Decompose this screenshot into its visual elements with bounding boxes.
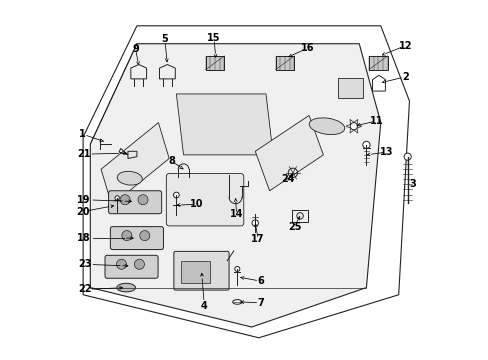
Ellipse shape [117, 171, 142, 185]
Text: 21: 21 [77, 149, 90, 159]
Circle shape [140, 230, 149, 240]
Ellipse shape [308, 118, 344, 135]
Polygon shape [101, 123, 169, 205]
Text: 19: 19 [77, 195, 90, 205]
Ellipse shape [117, 283, 135, 292]
Text: 25: 25 [287, 222, 301, 231]
FancyBboxPatch shape [166, 174, 244, 226]
Bar [337, 78, 362, 98]
Circle shape [134, 259, 144, 269]
Circle shape [403, 153, 410, 160]
Text: 14: 14 [229, 209, 243, 219]
Text: 16: 16 [301, 43, 314, 53]
Circle shape [362, 141, 369, 148]
Circle shape [234, 266, 239, 271]
Text: 9: 9 [132, 44, 139, 54]
Text: 15: 15 [207, 33, 220, 43]
Text: 24: 24 [280, 174, 294, 184]
Text: 17: 17 [251, 234, 264, 244]
Text: 12: 12 [398, 41, 412, 50]
Text: 8: 8 [168, 156, 175, 166]
Bar [180, 261, 210, 283]
FancyBboxPatch shape [174, 251, 228, 290]
Circle shape [120, 195, 130, 205]
Circle shape [251, 220, 258, 226]
Text: 7: 7 [257, 298, 264, 308]
Text: 6: 6 [257, 276, 264, 286]
Circle shape [173, 192, 179, 198]
Polygon shape [255, 116, 323, 191]
Text: 13: 13 [379, 147, 393, 157]
Text: 10: 10 [190, 199, 203, 210]
Bar [368, 56, 387, 69]
Text: 3: 3 [409, 179, 416, 189]
Circle shape [349, 123, 357, 130]
Text: 11: 11 [370, 116, 383, 126]
Polygon shape [90, 44, 380, 327]
Text: 4: 4 [201, 301, 207, 311]
Polygon shape [176, 94, 273, 155]
Bar [205, 56, 224, 69]
Text: 5: 5 [161, 35, 168, 44]
Text: 22: 22 [78, 284, 91, 294]
Circle shape [138, 195, 148, 205]
FancyBboxPatch shape [110, 226, 163, 249]
Text: 1: 1 [79, 129, 85, 139]
Text: 20: 20 [76, 207, 90, 217]
Circle shape [116, 259, 126, 269]
Text: 2: 2 [402, 72, 408, 82]
Circle shape [122, 230, 132, 240]
Text: 18: 18 [77, 233, 90, 243]
Text: 23: 23 [78, 259, 91, 269]
FancyBboxPatch shape [105, 255, 158, 278]
Bar [275, 56, 294, 69]
FancyBboxPatch shape [108, 191, 162, 214]
Bar [292, 210, 307, 222]
Circle shape [115, 196, 119, 200]
